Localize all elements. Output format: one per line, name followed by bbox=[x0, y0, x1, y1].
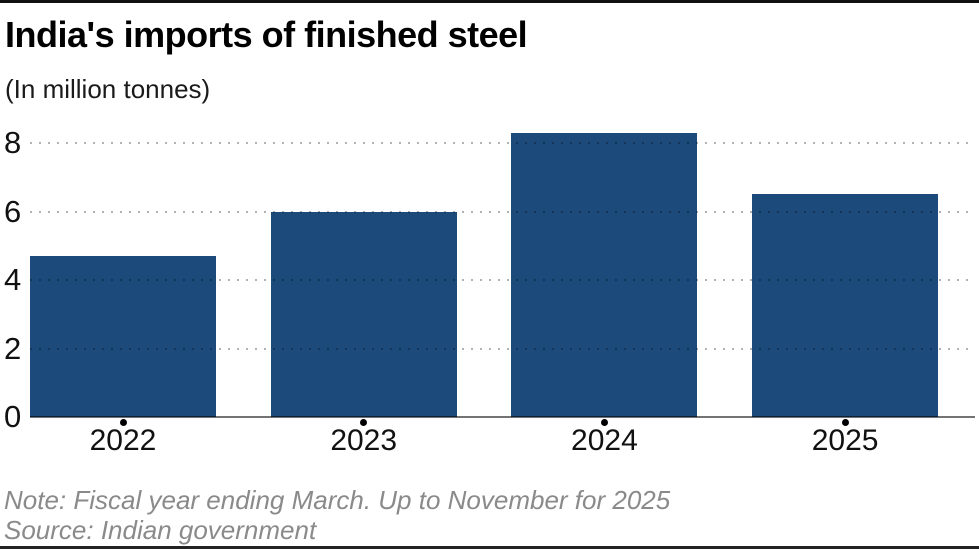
top-rule bbox=[0, 0, 979, 3]
y-axis-tick-label: 2 bbox=[4, 330, 22, 366]
note-text: Note: Fiscal year ending March. Up to No… bbox=[4, 485, 671, 515]
x-axis-tick-dot bbox=[600, 419, 608, 426]
y-axis-tick-label: 6 bbox=[4, 193, 22, 229]
x-axis-line bbox=[30, 416, 975, 418]
x-axis-tick-label: 2022 bbox=[89, 424, 157, 457]
bottom-rule bbox=[0, 546, 979, 549]
gridline bbox=[30, 279, 975, 281]
y-axis-tick-label: 0 bbox=[4, 399, 22, 434]
bar-2024 bbox=[511, 132, 698, 417]
gridline bbox=[30, 210, 975, 213]
y-axis-tick-label: 4 bbox=[4, 262, 22, 297]
gridline bbox=[30, 347, 975, 350]
chart-title: India's imports of finished steel bbox=[5, 14, 528, 55]
x-axis-tick-dot bbox=[841, 419, 849, 426]
gridline bbox=[30, 142, 975, 144]
bar-2023 bbox=[270, 211, 457, 417]
x-axis-tick-label: 2025 bbox=[811, 424, 879, 457]
chart-subtitle: (In million tonnes) bbox=[5, 74, 211, 104]
x-axis-tick-dot bbox=[360, 419, 368, 426]
bar-2022 bbox=[30, 256, 216, 417]
bar-2025 bbox=[752, 194, 939, 417]
x-axis-tick-dot bbox=[119, 419, 127, 426]
x-axis-tick-label: 2023 bbox=[330, 424, 398, 457]
y-axis-tick-label: 8 bbox=[4, 125, 22, 160]
x-axis-tick-label: 2024 bbox=[571, 424, 638, 457]
source-text: Source: Indian government bbox=[4, 515, 317, 545]
